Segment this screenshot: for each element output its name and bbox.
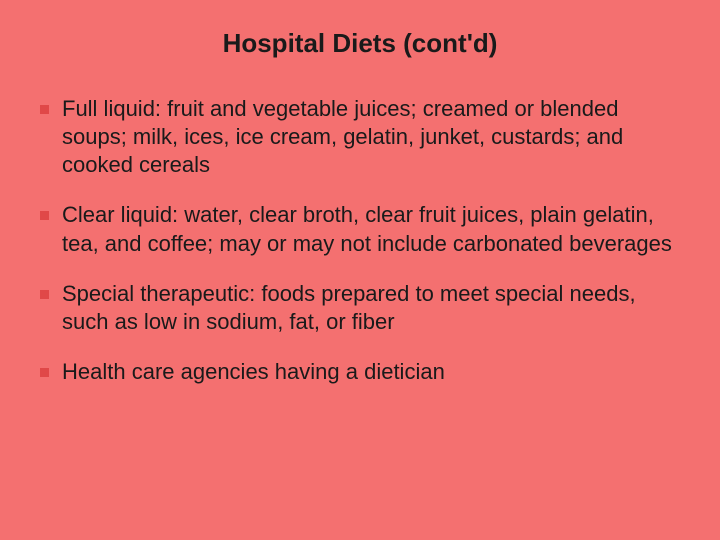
list-item: Special therapeutic: foods prepared to m… [40,280,680,336]
slide-title: Hospital Diets (cont'd) [40,28,680,59]
list-item: Clear liquid: water, clear broth, clear … [40,201,680,257]
list-item: Health care agencies having a dietician [40,358,680,386]
list-item: Full liquid: fruit and vegetable juices;… [40,95,680,179]
bullet-list: Full liquid: fruit and vegetable juices;… [40,95,680,386]
